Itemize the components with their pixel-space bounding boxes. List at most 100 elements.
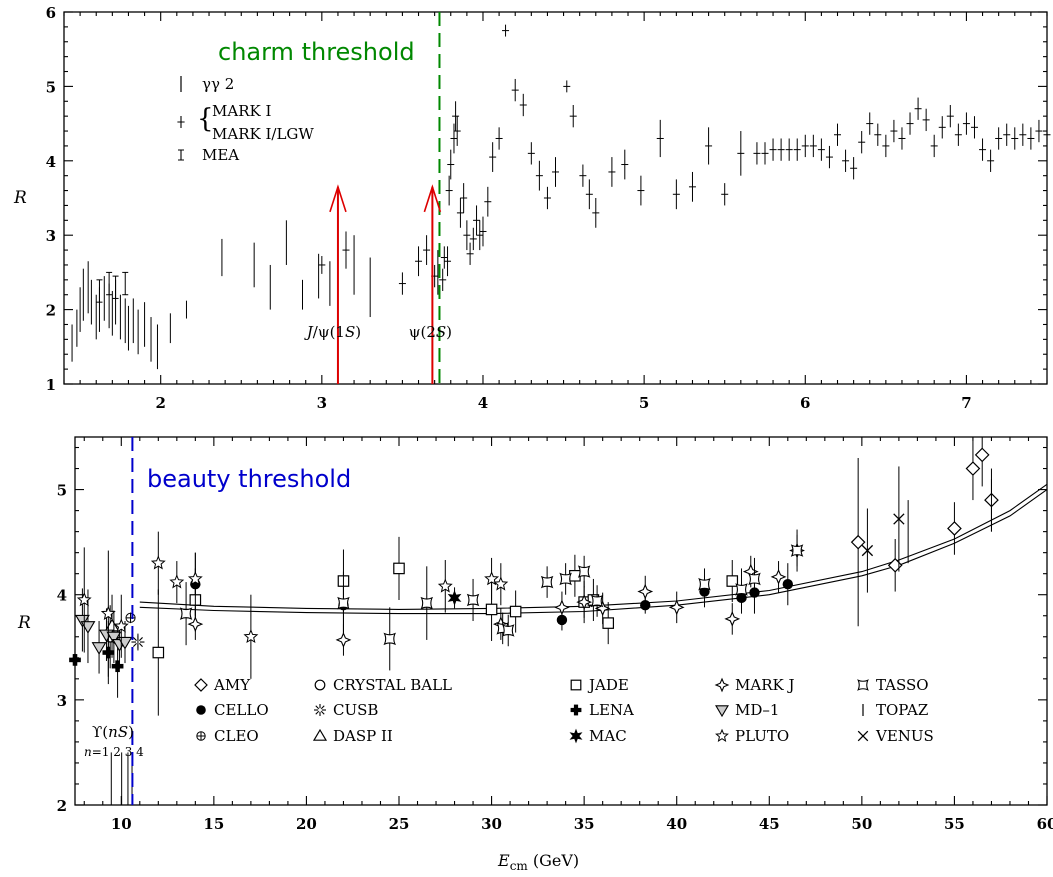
bottom-data-point — [947, 502, 962, 555]
bottom-data-point — [965, 437, 981, 501]
top-data-point — [987, 149, 995, 172]
top-data-point — [415, 246, 423, 277]
data-marker-shape — [724, 611, 741, 627]
arrow-label-part: S — [345, 323, 355, 341]
data-marker-shape — [569, 569, 581, 582]
arrow-label-part: ψ(2 — [409, 323, 436, 341]
data-marker — [337, 596, 350, 610]
top-data-point — [112, 275, 119, 299]
legend-amy-marker-shape — [194, 678, 208, 692]
bottom-data-point — [447, 587, 462, 609]
top-x-tick-label: 2 — [155, 394, 165, 412]
data-marker-shape — [187, 616, 204, 633]
bottom-data-point — [569, 554, 581, 597]
data-marker — [111, 660, 124, 673]
bottom-data-points — [69, 437, 999, 716]
data-marker-shape — [335, 632, 352, 648]
top-data-point — [954, 123, 962, 146]
data-marker-bar-h — [69, 657, 81, 663]
bottom-data-point — [466, 578, 480, 621]
legend-venus-marker-shape — [857, 730, 869, 742]
data-marker-shape — [420, 596, 434, 610]
resonance-arrow-2: ψ(2S) — [409, 184, 452, 384]
top-data-point — [122, 271, 129, 296]
bottom-data-point — [770, 561, 787, 593]
data-marker-shape — [947, 521, 962, 536]
top-data-point — [801, 134, 809, 158]
legend-cello-label: CELLO — [214, 701, 269, 719]
top-data-point — [398, 272, 406, 295]
legend-dasp-ii-marker-shape — [312, 728, 328, 741]
data-marker-ray — [138, 643, 143, 648]
data-marker-shape — [501, 624, 515, 637]
top-data-point — [858, 131, 866, 154]
bottom-data-point — [974, 437, 990, 487]
data-marker — [698, 577, 711, 591]
legend-cusb-marker-ray — [315, 710, 320, 715]
top-data-point — [440, 246, 448, 269]
data-marker-shape — [590, 594, 604, 608]
bottom-data-point — [187, 608, 204, 640]
top-data-point — [656, 119, 664, 158]
top-data-point — [874, 123, 882, 146]
legend-amy-label: AMY — [213, 676, 251, 694]
top-data-point — [585, 179, 593, 210]
bottom-data-point — [887, 538, 903, 592]
top-data-point — [906, 112, 914, 135]
data-marker — [100, 605, 116, 620]
legend-amy-marker — [194, 678, 208, 692]
arrow-head — [423, 184, 442, 213]
bottom-x-tick-label: 20 — [296, 815, 317, 833]
data-marker — [113, 618, 129, 633]
bottom-data-point — [726, 560, 739, 603]
data-marker — [466, 593, 480, 607]
top-y-tick-label: 2 — [46, 302, 56, 320]
data-marker — [893, 513, 905, 525]
top-data-point — [621, 149, 629, 180]
data-marker — [782, 579, 793, 590]
data-marker — [437, 578, 453, 593]
bottom-x-tick-label: 25 — [389, 815, 410, 833]
data-marker — [152, 646, 165, 659]
legend-lena-marker — [570, 704, 582, 716]
top-data-point — [460, 183, 468, 213]
data-marker-shape — [169, 574, 185, 589]
legend-mark-j-marker-shape — [714, 677, 730, 693]
data-marker-shape — [559, 572, 572, 586]
bottom-data-point — [554, 591, 570, 624]
top-data-point — [769, 138, 777, 161]
legend-cleo-label: CLEO — [214, 727, 259, 745]
data-marker-shape — [861, 544, 874, 557]
legend-cleo-marker — [196, 731, 206, 741]
bottom-data-point — [540, 566, 554, 598]
top-data-point — [938, 116, 946, 139]
data-marker-shape — [150, 555, 166, 570]
legend-mark-i-label: MARK I — [212, 102, 271, 120]
top-data-point — [608, 157, 616, 187]
data-marker — [91, 642, 107, 655]
top-series-mea — [96, 271, 129, 303]
legend-cello-marker — [196, 705, 206, 715]
top-data-point — [1027, 127, 1035, 150]
top-data-point — [962, 112, 970, 135]
bottom-data-point — [243, 594, 259, 679]
data-marker-shape — [493, 576, 509, 591]
top-y-axis-label: R — [13, 188, 27, 208]
data-marker-shape — [782, 579, 793, 590]
data-marker — [576, 594, 593, 610]
bottom-series-tasso — [179, 529, 804, 671]
legend-md-1-marker-shape — [715, 705, 729, 718]
data-marker — [447, 589, 462, 606]
bottom-legend: AMY CRYSTAL BALL JADE MARK J TASSO CELLO CUSB L… — [194, 676, 934, 745]
bottom-data-point — [668, 591, 685, 624]
top-data-point — [453, 116, 461, 146]
top-data-point — [445, 175, 453, 206]
bottom-data-point — [169, 561, 185, 604]
legend-cusb-marker-ray — [320, 710, 325, 715]
top-data-point — [882, 134, 890, 158]
legend-venus-marker — [857, 730, 869, 742]
bottom-data-point — [106, 610, 122, 664]
top-data-point — [502, 24, 510, 37]
